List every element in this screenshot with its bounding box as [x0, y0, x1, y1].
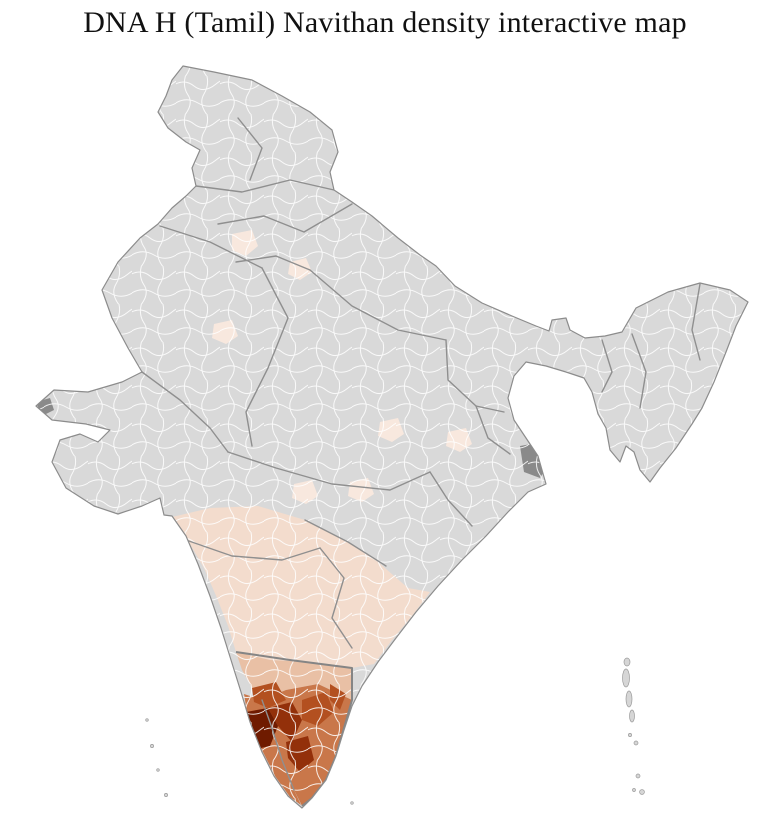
country-outline	[35, 65, 749, 809]
andaman-nicobar-islands[interactable]	[622, 657, 645, 795]
page-title: DNA H (Tamil) Navithan density interacti…	[83, 6, 687, 39]
lakshadweep-islands[interactable]	[145, 718, 354, 805]
